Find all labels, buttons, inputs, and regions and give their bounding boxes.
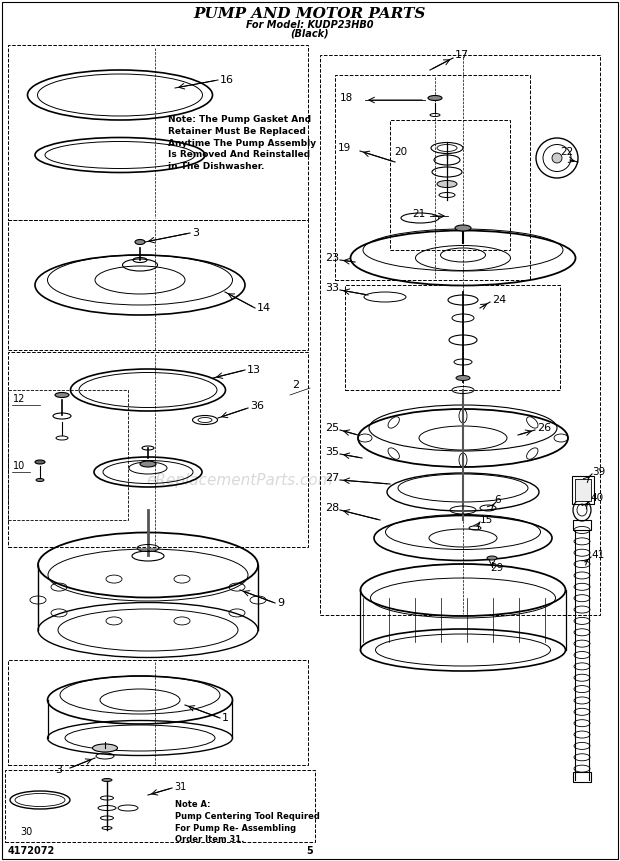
Ellipse shape <box>55 393 69 398</box>
Text: 40: 40 <box>590 493 603 503</box>
Text: 9: 9 <box>277 598 284 608</box>
Text: 19: 19 <box>338 143 352 153</box>
Text: 2: 2 <box>292 380 299 390</box>
Text: 13: 13 <box>247 365 261 375</box>
Ellipse shape <box>437 181 457 188</box>
Text: 29: 29 <box>490 563 503 573</box>
Text: 41: 41 <box>591 550 604 560</box>
Text: 12: 12 <box>13 394 25 404</box>
Text: 35: 35 <box>325 447 339 457</box>
Bar <box>5 770 315 842</box>
Text: 3: 3 <box>55 765 62 775</box>
Bar <box>345 285 560 390</box>
Bar <box>8 390 128 520</box>
Ellipse shape <box>102 778 112 782</box>
Text: 24: 24 <box>492 295 507 305</box>
Text: 23: 23 <box>325 253 339 263</box>
Text: 25: 25 <box>325 423 339 433</box>
Text: 33: 33 <box>325 283 339 293</box>
Ellipse shape <box>552 153 562 163</box>
Text: Note A:
Pump Centering Tool Required
For Pump Re- Assembling
Order Item 31.: Note A: Pump Centering Tool Required For… <box>175 800 320 845</box>
Text: 15: 15 <box>480 515 494 525</box>
Text: 4172072: 4172072 <box>8 846 55 856</box>
Bar <box>8 45 308 220</box>
Ellipse shape <box>428 96 442 101</box>
Ellipse shape <box>92 744 118 752</box>
Text: For Model: KUDP23HB0: For Model: KUDP23HB0 <box>246 20 374 30</box>
Text: 10: 10 <box>13 461 25 471</box>
Bar <box>575 479 591 501</box>
Bar <box>573 772 591 782</box>
Bar <box>573 520 591 530</box>
Text: 31: 31 <box>174 782 186 792</box>
Text: 5: 5 <box>307 846 313 856</box>
Text: 26: 26 <box>537 423 551 433</box>
Bar <box>8 352 308 547</box>
Text: 6: 6 <box>494 495 500 505</box>
Text: 16: 16 <box>220 75 234 85</box>
Bar <box>8 660 308 765</box>
Text: PUMP AND MOTOR PARTS: PUMP AND MOTOR PARTS <box>194 7 426 21</box>
Text: 20: 20 <box>394 147 407 157</box>
Ellipse shape <box>455 225 471 231</box>
Ellipse shape <box>35 460 45 464</box>
Bar <box>390 120 510 250</box>
Ellipse shape <box>487 556 497 560</box>
Text: 18: 18 <box>340 93 353 103</box>
Bar <box>320 55 600 615</box>
Text: 27: 27 <box>325 473 339 483</box>
Text: 14: 14 <box>257 303 271 313</box>
Text: 1: 1 <box>222 713 229 723</box>
Text: eReplacementParts.com: eReplacementParts.com <box>147 473 334 487</box>
Text: Note: The Pump Gasket And
Retainer Must Be Replaced
Anytime The Pump Assembly
Is: Note: The Pump Gasket And Retainer Must … <box>168 115 316 171</box>
Text: 39: 39 <box>592 467 605 477</box>
Text: 30: 30 <box>20 827 32 837</box>
Ellipse shape <box>36 479 44 481</box>
Ellipse shape <box>135 239 145 245</box>
Text: 3: 3 <box>192 228 199 238</box>
Text: 17: 17 <box>455 50 469 60</box>
Bar <box>335 75 530 280</box>
Text: (Black): (Black) <box>291 29 329 39</box>
Ellipse shape <box>456 375 470 381</box>
Text: 22: 22 <box>560 147 574 157</box>
Text: 36: 36 <box>250 401 264 411</box>
Bar <box>8 220 308 350</box>
Text: 28: 28 <box>325 503 339 513</box>
Ellipse shape <box>140 461 156 467</box>
Bar <box>572 476 594 504</box>
Text: 21: 21 <box>412 209 425 219</box>
